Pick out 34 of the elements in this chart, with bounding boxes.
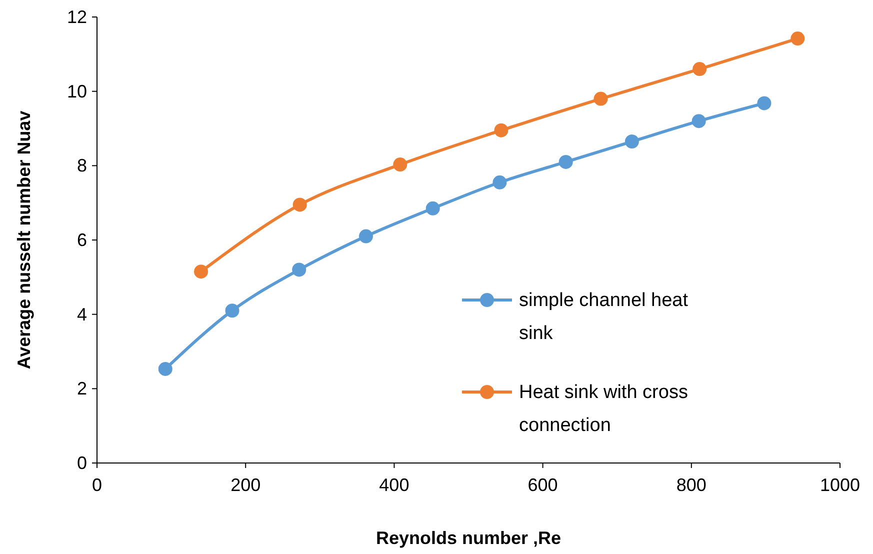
point — [426, 201, 440, 216]
x-axis-title: Reynolds number ,Re — [376, 528, 562, 548]
x-tick-label: 200 — [230, 475, 261, 495]
x-tick-label: 0 — [92, 475, 102, 495]
point — [393, 158, 408, 172]
y-tick-label: 2 — [76, 378, 87, 399]
y-tick-label: 4 — [76, 304, 87, 324]
x-tick-label: 1000 — [820, 475, 860, 495]
legend-label: Heat sink with cross connection — [519, 382, 688, 436]
point — [492, 175, 507, 190]
point — [358, 229, 373, 244]
legend-label: simple channel heat sink — [519, 290, 689, 344]
point — [558, 154, 573, 169]
point — [292, 262, 306, 277]
y-tick-label: 12 — [66, 7, 87, 27]
x-tick-label: 600 — [528, 475, 558, 495]
y-tick-label: 8 — [76, 156, 87, 176]
point — [692, 114, 706, 128]
y-tick-label: 0 — [76, 453, 87, 473]
point — [494, 123, 508, 138]
point — [594, 92, 608, 106]
point — [790, 32, 805, 46]
point — [757, 96, 772, 110]
x-tick-label: 800 — [676, 475, 706, 495]
y-tick-label: 6 — [76, 230, 87, 250]
point — [194, 264, 208, 279]
point — [292, 198, 307, 212]
point — [158, 362, 172, 376]
y-tick-label: 10 — [66, 81, 87, 102]
y-axis-title: Average nusselt number Nuav — [14, 110, 34, 370]
point — [692, 62, 707, 76]
point — [225, 304, 240, 318]
point — [624, 134, 639, 149]
x-tick-label: 400 — [379, 475, 410, 495]
